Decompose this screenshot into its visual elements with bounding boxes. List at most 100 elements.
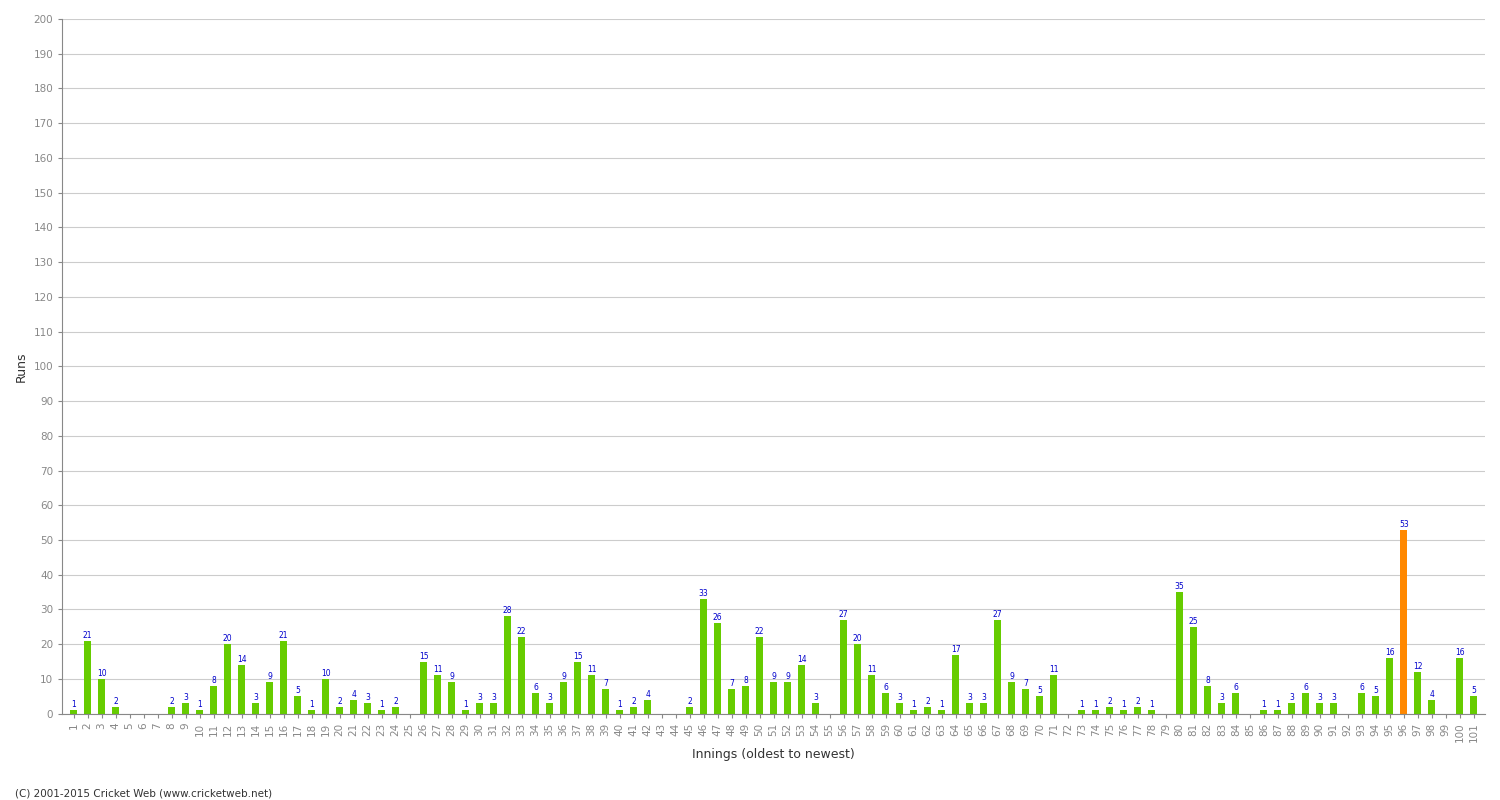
Text: 53: 53 — [1400, 519, 1408, 529]
Text: 3: 3 — [897, 694, 902, 702]
Bar — [1022, 690, 1029, 714]
Bar — [1120, 710, 1126, 714]
Bar — [518, 638, 525, 714]
Bar — [70, 710, 76, 714]
Text: 3: 3 — [1290, 694, 1294, 702]
Text: 1: 1 — [1094, 700, 1098, 709]
Bar — [952, 654, 958, 714]
Bar — [1359, 693, 1365, 714]
Bar — [812, 703, 819, 714]
Text: 4: 4 — [1430, 690, 1434, 698]
Text: 3: 3 — [1332, 694, 1336, 702]
Bar — [756, 638, 764, 714]
Text: 21: 21 — [279, 630, 288, 640]
Bar — [966, 703, 974, 714]
Text: 9: 9 — [1010, 672, 1014, 682]
Text: 2: 2 — [687, 697, 692, 706]
Text: 2: 2 — [1136, 697, 1140, 706]
Bar — [882, 693, 890, 714]
Text: 8: 8 — [211, 676, 216, 685]
Text: 21: 21 — [82, 630, 93, 640]
Bar — [336, 706, 344, 714]
Bar — [910, 710, 916, 714]
Text: 22: 22 — [518, 627, 526, 636]
Text: 3: 3 — [183, 694, 188, 702]
Bar — [1218, 703, 1225, 714]
Text: 6: 6 — [1304, 682, 1308, 692]
Text: 9: 9 — [784, 672, 790, 682]
Text: 3: 3 — [1220, 694, 1224, 702]
Text: 25: 25 — [1190, 617, 1198, 626]
Bar — [1190, 627, 1197, 714]
Text: 16: 16 — [1455, 648, 1464, 657]
Text: 6: 6 — [532, 682, 538, 692]
Bar — [224, 644, 231, 714]
Text: 1: 1 — [1122, 700, 1126, 709]
Text: 16: 16 — [1384, 648, 1395, 657]
Bar — [420, 662, 428, 714]
Text: 1: 1 — [912, 700, 916, 709]
Bar — [364, 703, 370, 714]
Bar — [1260, 710, 1268, 714]
Bar — [1372, 696, 1380, 714]
Bar — [1036, 696, 1042, 714]
Bar — [742, 686, 748, 714]
Text: 3: 3 — [364, 694, 370, 702]
Bar — [196, 710, 202, 714]
Bar — [433, 675, 441, 714]
Text: 2: 2 — [393, 697, 398, 706]
Bar — [1470, 696, 1478, 714]
Bar — [1176, 592, 1184, 714]
Bar — [98, 679, 105, 714]
Text: 28: 28 — [503, 606, 513, 615]
Bar — [1317, 703, 1323, 714]
Bar — [686, 706, 693, 714]
Text: 1: 1 — [380, 700, 384, 709]
Text: 2: 2 — [1107, 697, 1112, 706]
Bar — [182, 703, 189, 714]
Text: 2: 2 — [926, 697, 930, 706]
Text: 4: 4 — [351, 690, 355, 698]
Y-axis label: Runs: Runs — [15, 351, 28, 382]
Text: 1: 1 — [70, 700, 76, 709]
Bar — [616, 710, 622, 714]
Bar — [308, 710, 315, 714]
Text: 15: 15 — [573, 651, 582, 661]
Bar — [168, 706, 176, 714]
Text: 3: 3 — [1317, 694, 1322, 702]
Bar — [350, 700, 357, 714]
Text: 5: 5 — [1038, 686, 1042, 695]
Text: 9: 9 — [267, 672, 272, 682]
Text: 6: 6 — [884, 682, 888, 692]
Text: 1: 1 — [618, 700, 622, 709]
Bar — [378, 710, 386, 714]
Bar — [630, 706, 638, 714]
Bar — [1078, 710, 1084, 714]
Bar — [1106, 706, 1113, 714]
Bar — [798, 665, 806, 714]
Text: 1: 1 — [1149, 700, 1154, 709]
Bar — [1401, 530, 1407, 714]
Text: 10: 10 — [96, 669, 106, 678]
Bar — [938, 710, 945, 714]
Bar — [280, 641, 286, 714]
Bar — [840, 620, 848, 714]
Bar — [1302, 693, 1310, 714]
Bar — [1148, 710, 1155, 714]
Text: 14: 14 — [237, 655, 246, 664]
Bar — [700, 599, 706, 714]
Text: 6: 6 — [1233, 682, 1238, 692]
Text: 22: 22 — [754, 627, 765, 636]
Text: 2: 2 — [338, 697, 342, 706]
Text: 1: 1 — [309, 700, 314, 709]
Text: 5: 5 — [1472, 686, 1476, 695]
Text: 1: 1 — [939, 700, 944, 709]
Bar — [1092, 710, 1100, 714]
Bar — [868, 675, 874, 714]
Text: 9: 9 — [771, 672, 776, 682]
Bar — [560, 682, 567, 714]
Bar — [294, 696, 302, 714]
Text: 9: 9 — [561, 672, 566, 682]
Text: (C) 2001-2015 Cricket Web (www.cricketweb.net): (C) 2001-2015 Cricket Web (www.cricketwe… — [15, 788, 272, 798]
Bar — [252, 703, 260, 714]
